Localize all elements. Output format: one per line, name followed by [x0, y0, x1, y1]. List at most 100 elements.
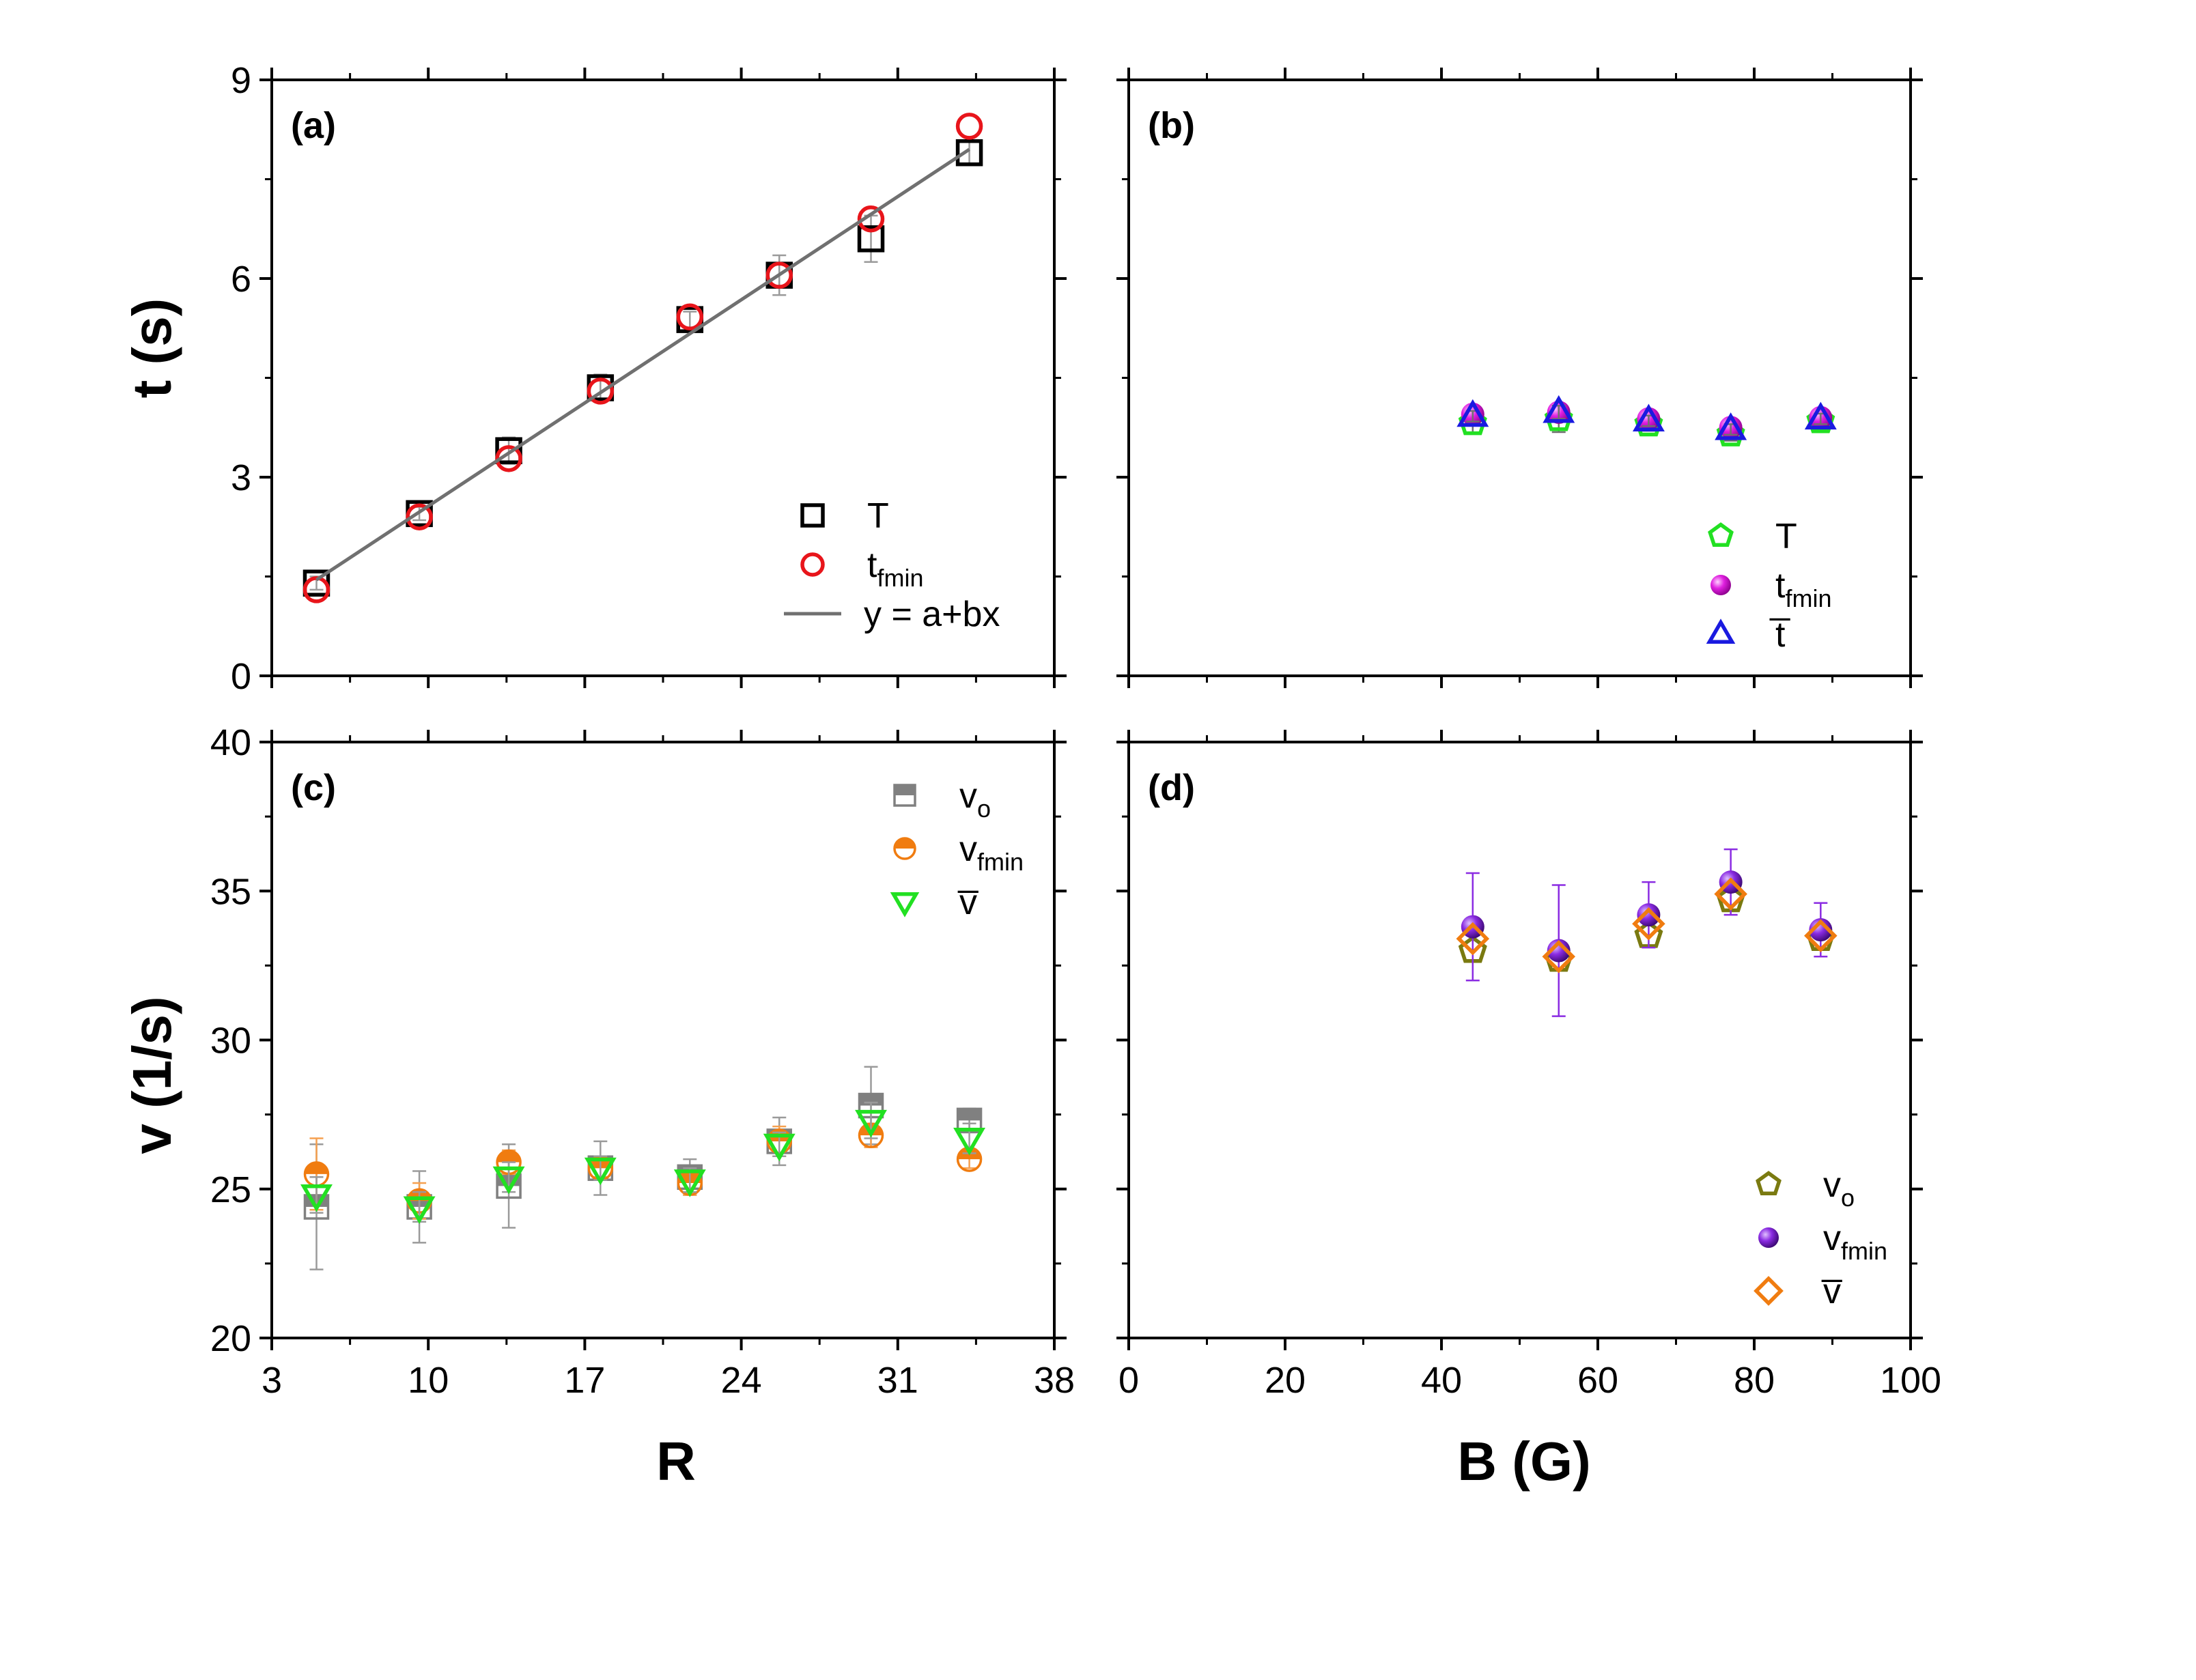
x-tick-label: 17 [564, 1360, 605, 1401]
y-tick-label: 3 [231, 457, 251, 498]
series [303, 1122, 983, 1220]
legend-label: y = a+bx [864, 595, 1000, 634]
data-point [495, 437, 522, 464]
x-axis-title-right: B (G) [1457, 1431, 1591, 1492]
legend-entry: t̅ [1706, 615, 1791, 655]
series [303, 1066, 983, 1270]
data-point [955, 113, 983, 140]
x-axis-title-left: R [656, 1431, 696, 1492]
data-point [857, 225, 885, 253]
x-tick-label: 24 [721, 1360, 762, 1401]
data-point [495, 445, 522, 472]
data-point [1547, 939, 1571, 963]
data-point [1706, 618, 1736, 644]
data-point [893, 837, 916, 860]
data-point [800, 503, 825, 528]
data-point [953, 1128, 986, 1156]
legend-label-main: v [1823, 1165, 1841, 1205]
y-tick-label: 9 [231, 60, 251, 101]
y-axis-title-top: t (s) [122, 298, 182, 399]
y-tick-label: 25 [210, 1169, 251, 1210]
data-point [673, 1169, 706, 1197]
x-tick-label: 10 [408, 1360, 449, 1401]
data-point [1754, 1276, 1784, 1306]
legend-entry: vfmin [1758, 1219, 1887, 1265]
x-tick-label: 38 [1034, 1360, 1075, 1401]
legend-label: t̅ [1769, 615, 1791, 655]
data-point [406, 503, 433, 530]
data-point [1809, 917, 1833, 941]
legend-label: vfmin [959, 829, 1024, 876]
y-tick-label: 30 [210, 1021, 251, 1062]
series [1461, 848, 1833, 1017]
data-point [800, 552, 825, 577]
legend-entry: v̅ [890, 883, 979, 922]
series [1456, 395, 1837, 440]
legend-label: vfmin [1823, 1219, 1887, 1265]
data-point-outline [893, 784, 916, 807]
data-point [676, 303, 704, 331]
data-point-outline [893, 837, 916, 860]
fit-line [315, 147, 970, 582]
data-point [1632, 403, 1665, 432]
series [1458, 885, 1835, 972]
series [302, 113, 983, 603]
data-point [1715, 412, 1747, 440]
legend-label: v̅ [957, 883, 979, 922]
data-point [1637, 903, 1661, 927]
legend-label-sub: o [977, 795, 991, 823]
data-point [765, 261, 793, 289]
legend-label: v̅ [1821, 1272, 1843, 1311]
legend-label-sub: fmin [1785, 584, 1831, 612]
data-point [403, 1196, 436, 1224]
legend-label-main: t̅ [1769, 615, 1791, 655]
x-tick-label: 3 [262, 1360, 282, 1401]
legend-label-main: T [1775, 517, 1797, 556]
data-point [1714, 877, 1747, 911]
x-tick-label: 40 [1421, 1360, 1462, 1401]
y-tick-label: 6 [231, 259, 251, 300]
legend-label-sub: fmin [977, 848, 1024, 876]
series [315, 147, 970, 582]
legend-label-main: v [1823, 1219, 1841, 1258]
data-point [1758, 1227, 1779, 1248]
data-point [1804, 401, 1837, 430]
legend-label: vo [1823, 1165, 1855, 1212]
legend-label-main: v̅ [957, 883, 979, 922]
plot-frame [270, 741, 1056, 1339]
legend-label-sub: fmin [1841, 1237, 1887, 1265]
data-point [857, 205, 885, 233]
data-point [1632, 907, 1665, 941]
panel-label: (d) [1148, 767, 1195, 808]
x-tick-label: 100 [1880, 1360, 1941, 1401]
legend-entry: vo [893, 776, 991, 823]
data-point [893, 784, 916, 807]
legend-label-main: v [959, 776, 977, 816]
legend-label-main: T [867, 496, 889, 536]
legend-entry: tfmin [1711, 566, 1831, 612]
data-point [1711, 575, 1731, 595]
data-point [1456, 922, 1490, 956]
legend-label-sub: fmin [877, 564, 923, 592]
y-axis-title-bottom: v (1/s) [122, 996, 182, 1154]
series [1456, 877, 1838, 973]
data-point-fill [895, 785, 915, 795]
data-point [1756, 1171, 1782, 1196]
legend-entry: v̅ [1754, 1272, 1843, 1311]
panel-label: (b) [1148, 105, 1195, 146]
legend-label: T [867, 496, 889, 536]
x-tick-label: 20 [1265, 1360, 1306, 1401]
legend-label: vo [959, 776, 991, 823]
x-tick-label: 60 [1577, 1360, 1618, 1401]
y-tick-label: 0 [231, 656, 251, 697]
y-tick-label: 40 [210, 722, 251, 763]
data-point [955, 139, 983, 167]
legend-label: tfmin [867, 545, 923, 592]
data-point [1708, 522, 1734, 547]
data-point [1542, 939, 1576, 973]
plot-frame [1127, 741, 1912, 1339]
